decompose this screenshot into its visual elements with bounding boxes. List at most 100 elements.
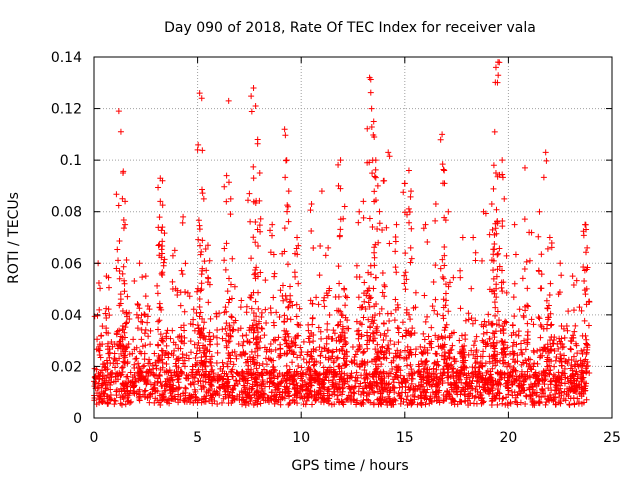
data-point <box>341 351 348 358</box>
data-point <box>252 298 259 305</box>
data-point <box>254 324 261 331</box>
data-point <box>100 372 107 379</box>
data-point <box>202 246 209 253</box>
data-point <box>360 290 367 297</box>
data-point <box>403 306 410 313</box>
data-point <box>259 372 266 379</box>
data-point <box>512 394 519 401</box>
data-point <box>313 294 320 301</box>
data-point <box>477 353 484 360</box>
data-point <box>386 240 393 247</box>
data-point <box>374 182 381 189</box>
data-point <box>386 380 393 387</box>
data-point <box>155 353 162 360</box>
data-point <box>202 336 209 343</box>
data-point <box>490 343 497 350</box>
data-point <box>320 364 327 371</box>
data-point <box>325 348 332 355</box>
data-point <box>418 376 425 383</box>
data-point <box>284 202 291 209</box>
data-point <box>428 344 435 351</box>
data-point <box>295 280 302 287</box>
data-point <box>255 289 262 296</box>
data-point <box>190 306 197 313</box>
data-point <box>345 392 352 399</box>
data-point <box>124 344 131 351</box>
data-point <box>141 311 148 318</box>
data-point <box>135 314 142 321</box>
data-point <box>106 284 113 291</box>
data-point <box>168 396 175 403</box>
data-point <box>439 131 446 138</box>
data-point <box>344 372 351 379</box>
data-point <box>317 328 324 335</box>
data-point <box>546 362 553 369</box>
data-point <box>337 157 344 164</box>
data-point <box>497 376 504 383</box>
data-point <box>308 330 315 337</box>
data-point <box>282 157 289 164</box>
data-point <box>472 257 479 264</box>
data-point <box>581 278 588 285</box>
data-point <box>194 399 201 406</box>
data-point <box>240 382 247 389</box>
data-point <box>123 309 130 316</box>
data-point <box>583 336 590 343</box>
data-point <box>524 285 531 292</box>
data-point <box>428 373 435 380</box>
data-point <box>333 371 340 378</box>
data-point <box>144 394 151 401</box>
data-point <box>361 279 368 286</box>
data-point <box>122 198 129 205</box>
data-point <box>159 224 166 231</box>
data-point <box>292 385 299 392</box>
data-point <box>342 302 349 309</box>
data-point <box>144 368 151 375</box>
data-point <box>310 362 317 369</box>
data-point <box>189 363 196 370</box>
data-point <box>114 360 121 367</box>
data-point <box>557 260 564 267</box>
data-point <box>526 373 533 380</box>
data-point <box>402 378 409 385</box>
data-point <box>395 339 402 346</box>
data-point <box>488 320 495 327</box>
data-point <box>292 391 299 398</box>
data-point <box>512 251 519 258</box>
data-point <box>415 382 422 389</box>
data-point <box>237 304 244 311</box>
data-point <box>446 350 453 357</box>
data-point <box>251 271 258 278</box>
data-point <box>493 273 500 280</box>
data-point <box>136 365 143 372</box>
data-point <box>523 258 530 265</box>
data-point <box>248 305 255 312</box>
data-point <box>547 322 554 329</box>
data-point <box>390 379 397 386</box>
data-point <box>428 338 435 345</box>
data-point <box>579 385 586 392</box>
data-point <box>184 289 191 296</box>
y-axis-label: ROTI / TECUs <box>6 192 22 284</box>
data-point <box>307 207 314 214</box>
data-point <box>297 322 304 329</box>
data-point <box>500 342 507 349</box>
data-point <box>583 249 590 256</box>
data-point <box>434 311 441 318</box>
data-point <box>457 305 464 312</box>
data-point <box>94 312 101 319</box>
data-point <box>285 303 292 310</box>
data-point <box>457 398 464 405</box>
data-point <box>185 355 192 362</box>
data-point <box>568 362 575 369</box>
data-point <box>369 388 376 395</box>
data-point <box>358 304 365 311</box>
data-point <box>340 215 347 222</box>
data-point <box>371 188 378 195</box>
data-point <box>316 344 323 351</box>
data-point <box>122 320 129 327</box>
data-point <box>392 373 399 380</box>
data-point <box>356 274 363 281</box>
data-point <box>404 362 411 369</box>
data-point <box>232 382 239 389</box>
